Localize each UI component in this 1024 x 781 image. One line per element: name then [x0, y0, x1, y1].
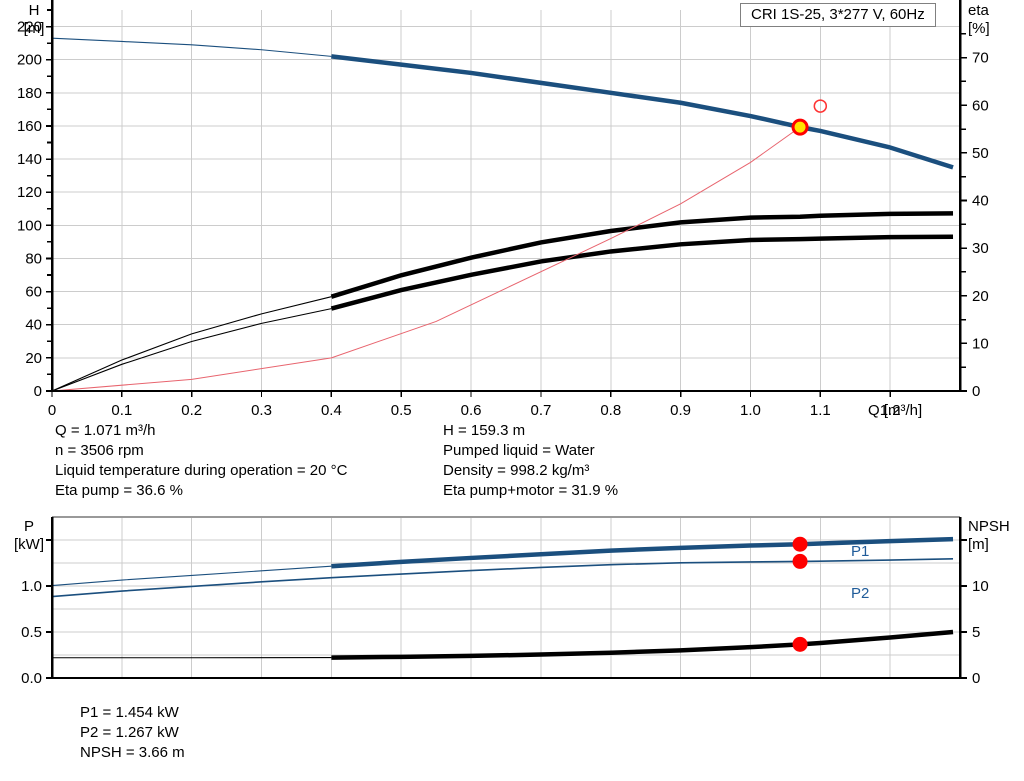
upper-y2-axis-title-line2: [%] — [968, 20, 990, 37]
svg-text:20: 20 — [972, 288, 989, 305]
info-npsh: NPSH = 3.66 m — [80, 744, 185, 761]
upper-info-right-column: H = 159.3 m Pumped liquid = Water Densit… — [443, 421, 618, 501]
svg-text:0.3: 0.3 — [251, 402, 272, 419]
svg-text:60: 60 — [25, 284, 42, 301]
svg-text:200: 200 — [17, 52, 42, 69]
svg-text:50: 50 — [972, 145, 989, 162]
svg-text:0.9: 0.9 — [670, 402, 691, 419]
info-density: Density = 998.2 kg/m³ — [443, 462, 590, 479]
svg-text:0: 0 — [34, 383, 42, 400]
lower-chart: P [kW] NPSH [m] 0.0 0.5 1.0 0 5 10 P1 P2 — [0, 510, 1024, 700]
upper-y-axis-title-line1: H — [28, 2, 40, 19]
upper-plot-area: 0 20 40 60 80 100 120 140 160 180 200 220 0 10 20 30 40 5… — [17, 0, 989, 419]
svg-text:5: 5 — [972, 624, 980, 641]
lower-y-axis-title-line2: [kW] — [14, 536, 44, 553]
svg-text:60: 60 — [972, 97, 989, 114]
info-p2: P2 = 1.267 kW — [80, 724, 179, 741]
svg-text:1.2: 1.2 — [880, 402, 901, 419]
svg-text:0.2: 0.2 — [181, 402, 202, 419]
lower-y2-axis-title: NPSH [m] — [968, 518, 1024, 554]
chart-title: CRI 1S-25, 3*277 V, 60Hz — [751, 6, 925, 23]
svg-text:1.1: 1.1 — [810, 402, 831, 419]
lower-info-block: P1 = 1.454 kW P2 = 1.267 kW NPSH = 3.66 … — [80, 703, 480, 773]
upper-info-left-column: Q = 1.071 m³/h n = 3506 rpm Liquid tempe… — [55, 421, 347, 501]
svg-text:0: 0 — [972, 670, 980, 687]
svg-text:20: 20 — [25, 350, 42, 367]
svg-text:0.5: 0.5 — [21, 624, 42, 641]
info-p1: P1 = 1.454 kW — [80, 704, 179, 721]
info-n: n = 3506 rpm — [55, 442, 144, 459]
upper-y2-axis-title-line1: eta — [968, 2, 989, 19]
info-eta-pump-motor: Eta pump+motor = 31.9 % — [443, 482, 619, 499]
lower-y-axis-title: P [kW] — [6, 518, 52, 554]
svg-text:40: 40 — [972, 193, 989, 210]
svg-text:0.4: 0.4 — [321, 402, 342, 419]
svg-text:0.7: 0.7 — [530, 402, 551, 419]
lower-y2-axis-title-line1: NPSH — [968, 518, 1010, 535]
info-h: H = 159.3 m — [443, 422, 526, 439]
upper-y-axis-title: H [m] — [14, 2, 54, 38]
lower-plot-area: 0.0 0.5 1.0 0 5 10 — [21, 516, 989, 687]
info-liquid-temperature: Liquid temperature during operation = 20… — [55, 462, 348, 479]
svg-text:30: 30 — [972, 240, 989, 257]
info-eta-pump: Eta pump = 36.6 % — [55, 482, 183, 499]
svg-text:0.1: 0.1 — [111, 402, 132, 419]
svg-text:10: 10 — [972, 578, 989, 595]
svg-text:10: 10 — [972, 335, 989, 352]
svg-text:1.0: 1.0 — [21, 578, 42, 595]
svg-text:Q [m³/h]: Q [m³/h] — [868, 402, 922, 419]
upper-chart: H [m] eta [%] 0 20 40 60 80 100 120 140 160 180 20… — [14, 0, 1022, 419]
svg-text:40: 40 — [25, 317, 42, 334]
info-q: Q = 1.071 m³/h — [55, 422, 156, 439]
lower-y-axis-title-line1: P — [23, 518, 34, 535]
svg-text:0: 0 — [972, 383, 980, 400]
svg-text:220: 220 — [17, 19, 42, 36]
svg-text:100: 100 — [17, 217, 42, 234]
svg-text:0.8: 0.8 — [600, 402, 621, 419]
info-pumped-liquid: Pumped liquid = Water — [443, 442, 595, 459]
p2-curve-label: P2 — [851, 585, 870, 602]
svg-text:120: 120 — [17, 184, 42, 201]
svg-text:80: 80 — [25, 250, 42, 267]
svg-text:160: 160 — [17, 118, 42, 135]
p1-curve-label: P1 — [851, 543, 870, 560]
svg-text:0.6: 0.6 — [461, 402, 482, 419]
svg-text:70: 70 — [972, 50, 989, 67]
svg-text:1.0: 1.0 — [740, 402, 761, 419]
svg-text:180: 180 — [17, 85, 42, 102]
svg-text:140: 140 — [17, 151, 42, 168]
svg-text:0.5: 0.5 — [391, 402, 412, 419]
upper-y-axis-title-line2: [m] — [23, 20, 45, 37]
upper-y2-axis-title: eta [%] — [968, 2, 1022, 38]
svg-text:0: 0 — [48, 402, 56, 419]
upper-info-block: Q = 1.071 m³/h n = 3506 rpm Liquid tempe… — [0, 421, 1024, 507]
chart-title-box: CRI 1S-25, 3*277 V, 60Hz — [740, 3, 936, 27]
svg-text:0.0: 0.0 — [21, 670, 42, 687]
lower-y2-axis-title-line2: [m] — [968, 536, 989, 553]
